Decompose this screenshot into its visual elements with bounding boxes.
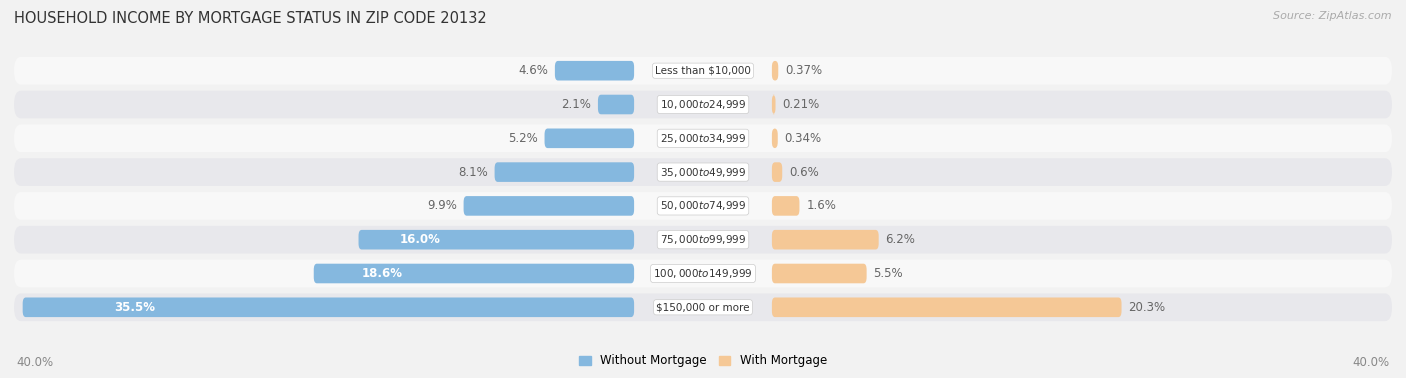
Text: 35.5%: 35.5%: [114, 301, 156, 314]
FancyBboxPatch shape: [598, 95, 634, 114]
FancyBboxPatch shape: [14, 57, 1392, 85]
FancyBboxPatch shape: [772, 230, 879, 249]
Text: 16.0%: 16.0%: [399, 233, 440, 246]
FancyBboxPatch shape: [495, 162, 634, 182]
FancyBboxPatch shape: [14, 226, 1392, 254]
FancyBboxPatch shape: [22, 297, 634, 317]
Text: 2.1%: 2.1%: [561, 98, 591, 111]
FancyBboxPatch shape: [14, 293, 1392, 321]
Text: $35,000 to $49,999: $35,000 to $49,999: [659, 166, 747, 178]
FancyBboxPatch shape: [14, 91, 1392, 118]
Text: $150,000 or more: $150,000 or more: [657, 302, 749, 312]
Text: Source: ZipAtlas.com: Source: ZipAtlas.com: [1274, 11, 1392, 21]
Text: 0.37%: 0.37%: [785, 64, 823, 77]
FancyBboxPatch shape: [772, 129, 778, 148]
FancyBboxPatch shape: [772, 95, 776, 114]
Text: 9.9%: 9.9%: [427, 200, 457, 212]
Legend: Without Mortgage, With Mortgage: Without Mortgage, With Mortgage: [574, 350, 832, 372]
Text: 5.5%: 5.5%: [873, 267, 903, 280]
Text: $100,000 to $149,999: $100,000 to $149,999: [654, 267, 752, 280]
FancyBboxPatch shape: [314, 264, 634, 283]
Text: 18.6%: 18.6%: [361, 267, 402, 280]
Text: 0.6%: 0.6%: [789, 166, 818, 178]
FancyBboxPatch shape: [772, 162, 782, 182]
FancyBboxPatch shape: [14, 192, 1392, 220]
Text: $25,000 to $34,999: $25,000 to $34,999: [659, 132, 747, 145]
Text: HOUSEHOLD INCOME BY MORTGAGE STATUS IN ZIP CODE 20132: HOUSEHOLD INCOME BY MORTGAGE STATUS IN Z…: [14, 11, 486, 26]
FancyBboxPatch shape: [772, 196, 800, 216]
Text: 40.0%: 40.0%: [1353, 356, 1389, 369]
FancyBboxPatch shape: [14, 260, 1392, 287]
FancyBboxPatch shape: [772, 264, 866, 283]
Text: $10,000 to $24,999: $10,000 to $24,999: [659, 98, 747, 111]
FancyBboxPatch shape: [14, 158, 1392, 186]
Text: 8.1%: 8.1%: [458, 166, 488, 178]
FancyBboxPatch shape: [14, 124, 1392, 152]
Text: $50,000 to $74,999: $50,000 to $74,999: [659, 200, 747, 212]
Text: 20.3%: 20.3%: [1129, 301, 1166, 314]
FancyBboxPatch shape: [555, 61, 634, 81]
FancyBboxPatch shape: [359, 230, 634, 249]
Text: 4.6%: 4.6%: [519, 64, 548, 77]
Text: 0.21%: 0.21%: [782, 98, 820, 111]
FancyBboxPatch shape: [544, 129, 634, 148]
Text: 1.6%: 1.6%: [807, 200, 837, 212]
FancyBboxPatch shape: [464, 196, 634, 216]
Text: 40.0%: 40.0%: [17, 356, 53, 369]
FancyBboxPatch shape: [772, 61, 779, 81]
Text: $75,000 to $99,999: $75,000 to $99,999: [659, 233, 747, 246]
Text: Less than $10,000: Less than $10,000: [655, 66, 751, 76]
Text: 5.2%: 5.2%: [508, 132, 537, 145]
FancyBboxPatch shape: [772, 297, 1122, 317]
Text: 6.2%: 6.2%: [886, 233, 915, 246]
Text: 0.34%: 0.34%: [785, 132, 821, 145]
